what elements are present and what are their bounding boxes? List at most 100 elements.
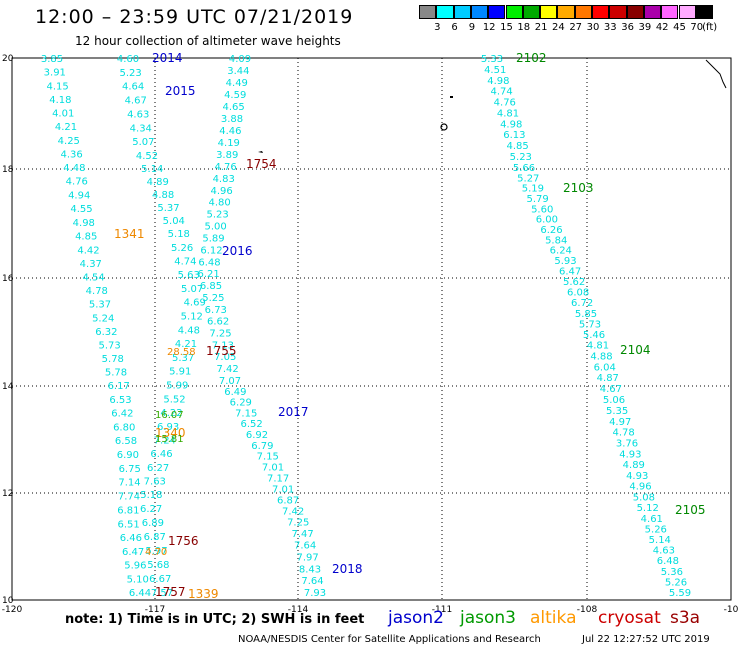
pass-label: 2104	[620, 343, 651, 357]
wave-height-value: 5.35	[606, 406, 628, 417]
pass-label: 2016	[222, 244, 253, 258]
scale-swatch	[540, 5, 558, 19]
wave-height-value: 5.91	[169, 367, 191, 378]
wave-height-value: 4.15	[46, 81, 68, 92]
wave-height-value: 6.26	[540, 225, 562, 236]
wave-height-value: 5.00	[204, 222, 226, 233]
wave-height-value: 6.93	[157, 422, 179, 433]
generation-timestamp: Jul 22 12:27:52 UTC 2019	[582, 634, 710, 645]
wave-height-value: 6.53	[109, 395, 131, 406]
wave-height-value: 4.60	[117, 54, 139, 65]
wave-height-value: 7.15	[257, 452, 279, 463]
wave-height-value: 5.27	[517, 173, 539, 184]
wave-height-value: 4.81	[587, 341, 609, 352]
wave-height-value: 7.01	[272, 485, 294, 496]
wave-height-value: 4.49	[226, 78, 248, 89]
mission-altika: altika	[530, 608, 577, 628]
wave-height-value: 5.12	[181, 312, 203, 323]
scale-swatch	[419, 5, 437, 19]
wave-height-value: 4.42	[77, 245, 99, 256]
wave-height-value: 7.42	[282, 507, 304, 518]
wave-height-value: 4.89	[623, 460, 645, 471]
x-tick-label: -10	[724, 605, 739, 615]
wave-height-value: 5.37	[157, 203, 179, 214]
wave-height-value: 6.62	[207, 317, 229, 328]
wave-height-value: 3.76	[616, 438, 638, 449]
wave-height-value: 4.76	[214, 162, 236, 173]
wave-height-value: 5.36	[661, 567, 683, 578]
wave-height-value: 4.83	[213, 174, 235, 185]
wave-height-value: 4.88	[590, 351, 612, 362]
wave-height-value: 7.05	[214, 352, 236, 363]
wave-height-value: 5.25	[202, 293, 224, 304]
wave-height-value: 6.04	[594, 362, 616, 373]
wave-height-value: 6.27	[140, 504, 162, 515]
scale-label: 42	[655, 22, 669, 33]
wave-height-value: 5.26	[171, 243, 193, 254]
wave-height-value: 7.57	[151, 588, 173, 599]
mission-jason3: jason3	[460, 608, 516, 628]
scale-swatch	[678, 5, 696, 19]
scale-swatch	[488, 5, 506, 19]
wave-height-value: 6.51	[117, 519, 139, 530]
scale-unit: (ft)	[702, 22, 718, 33]
wave-height-value: 6.47	[122, 547, 144, 558]
wave-height-value: 6.80	[113, 423, 135, 434]
wave-height-value: 4.63	[127, 110, 149, 121]
wave-height-value: 6.90	[117, 450, 139, 461]
wave-height-value: 5.73	[98, 340, 120, 351]
wave-height-value: 4.67	[600, 384, 622, 395]
wave-height-value: 15.81	[155, 434, 184, 445]
wave-height-value: 5.79	[526, 194, 548, 205]
wave-height-value: 6.32	[95, 327, 117, 338]
wave-height-value: 5.33	[481, 54, 503, 65]
wave-height-value: 5.46	[583, 330, 605, 341]
wave-height-value: 4.81	[497, 108, 519, 119]
wave-height-value: 4.85	[75, 232, 97, 243]
wave-height-value: 3.85	[41, 54, 63, 65]
wave-height-value: 4.63	[653, 546, 675, 557]
scale-label: 36	[621, 22, 634, 33]
wave-height-value: 3.89	[216, 150, 238, 161]
wave-height-value: 5.24	[92, 313, 114, 324]
wave-height-value: 5.52	[163, 394, 185, 405]
wave-height-value: 6.42	[111, 409, 133, 420]
wave-height-value: 4.54	[82, 273, 104, 284]
scale-swatch	[557, 5, 575, 19]
wave-height-value: 6.52	[240, 419, 262, 430]
wave-height-value: 5.18	[140, 490, 162, 501]
wave-height-value: 4.21	[55, 122, 77, 133]
y-tick-label: 16	[2, 274, 14, 284]
wave-height-value: 6.48	[198, 257, 220, 268]
wave-height-value: 4.52	[136, 151, 158, 162]
wave-height-value: 4.59	[224, 90, 246, 101]
wave-height-value: 4.46	[219, 126, 241, 137]
wave-height-value: 5.07	[181, 284, 203, 295]
pass-label: 1340	[155, 426, 186, 440]
wave-height-value: 6.17	[108, 381, 130, 392]
scale-label: 6	[451, 22, 458, 33]
wave-height-value: 3.91	[44, 68, 66, 79]
pass-label: 2014	[152, 51, 183, 65]
mission-jason2: jason2	[388, 608, 444, 628]
wave-height-value: 6.46	[120, 533, 142, 544]
wave-height-value: 6.92	[246, 430, 268, 441]
scale-label: 12	[482, 22, 496, 33]
wave-height-value: 6.12	[200, 245, 222, 256]
wave-height-value: 5.63	[178, 270, 200, 281]
scale-label: 9	[468, 22, 476, 33]
wave-height-value: 6.00	[536, 215, 558, 226]
y-tick-label: 18	[2, 165, 14, 175]
x-tick-label: -111	[432, 605, 452, 615]
wave-height-value: 7.17	[267, 474, 289, 485]
wave-height-value: 5.26	[665, 577, 687, 588]
wave-height-value: 4.67	[125, 96, 147, 107]
wave-height-value: 5.68	[147, 560, 169, 571]
wave-height-value: 5.10	[127, 574, 149, 585]
wave-height-value: 4.80	[208, 198, 230, 209]
wave-height-value: 7.47	[291, 529, 313, 540]
wave-height-value: 7.42	[216, 364, 238, 375]
scale-label: 3	[434, 22, 441, 33]
scale-label: 24	[552, 22, 565, 33]
